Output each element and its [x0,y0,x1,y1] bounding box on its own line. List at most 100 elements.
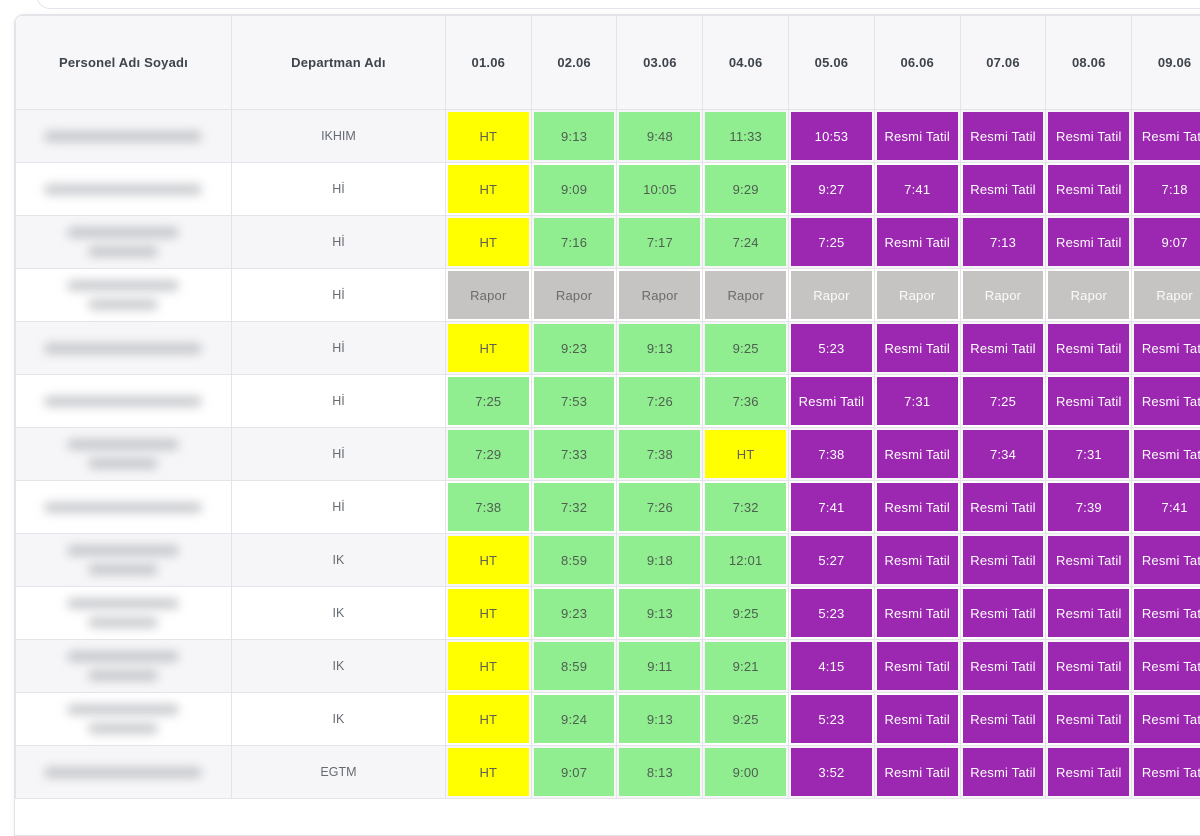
attendance-cell: Resmi Tatil [1132,587,1200,640]
department-cell: Hİ [231,269,445,322]
attendance-value: Rapor [963,271,1044,319]
attendance-value: 7:26 [619,377,700,425]
attendance-cell: 7:16 [531,216,617,269]
attendance-value: Resmi Tatil [963,642,1044,690]
redacted-name [16,131,231,142]
attendance-cell: 7:41 [789,481,875,534]
attendance-value: 7:31 [877,377,958,425]
attendance-cell: 9:24 [531,693,617,746]
attendance-value: 10:53 [791,112,872,160]
attendance-value: 7:18 [1134,165,1200,213]
attendance-value: 7:32 [534,483,615,531]
column-header-date: 08.06 [1046,16,1132,110]
personnel-name-cell [16,428,232,481]
attendance-cell: 7:33 [531,428,617,481]
attendance-cell: HT [445,587,531,640]
attendance-cell: Resmi Tatil [1046,587,1132,640]
attendance-value: Resmi Tatil [791,377,872,425]
personnel-name-cell [16,110,232,163]
attendance-cell: 7:41 [874,163,960,216]
attendance-value: 3:52 [791,748,872,796]
attendance-value: 7:29 [448,430,529,478]
attendance-cell: Rapor [1046,269,1132,322]
attendance-value: Resmi Tatil [963,324,1044,372]
attendance-value: Resmi Tatil [877,218,958,266]
attendance-cell: Resmi Tatil [1132,322,1200,375]
attendance-value: 9:25 [705,324,786,372]
attendance-value: Rapor [1048,271,1129,319]
attendance-cell: 7:17 [617,216,703,269]
attendance-cell: Resmi Tatil [1132,428,1200,481]
attendance-value: 4:15 [791,642,872,690]
attendance-value: 7:25 [448,377,529,425]
redacted-name [16,651,231,681]
attendance-cell: 7:53 [531,375,617,428]
attendance-cell: 7:36 [703,375,789,428]
attendance-cell: 9:09 [531,163,617,216]
attendance-cell: 7:25 [445,375,531,428]
attendance-cell: 7:26 [617,375,703,428]
department-cell: Hİ [231,322,445,375]
attendance-value: 9:00 [705,748,786,796]
attendance-cell: 8:59 [531,534,617,587]
attendance-cell: Resmi Tatil [960,481,1046,534]
attendance-cell: Resmi Tatil [1132,693,1200,746]
attendance-cell: Resmi Tatil [874,746,960,799]
attendance-value: 9:07 [1134,218,1200,266]
attendance-value: HT [448,642,529,690]
attendance-cell: Resmi Tatil [960,640,1046,693]
redacted-name-line [44,343,202,354]
attendance-value: 9:29 [705,165,786,213]
attendance-value: 7:32 [705,483,786,531]
attendance-cell: Resmi Tatil [874,640,960,693]
attendance-value: Rapor [705,271,786,319]
attendance-value: 9:13 [619,695,700,743]
attendance-value: 9:09 [534,165,615,213]
upper-panel-bottom-edge [36,0,1200,9]
attendance-value: Resmi Tatil [877,112,958,160]
attendance-value: 9:25 [705,695,786,743]
attendance-value: HT [448,589,529,637]
attendance-cell: Resmi Tatil [1046,216,1132,269]
attendance-value: 7:33 [534,430,615,478]
attendance-value: Resmi Tatil [1048,112,1129,160]
attendance-cell: Resmi Tatil [874,216,960,269]
attendance-cell: 9:13 [617,322,703,375]
redacted-name-line [88,723,158,734]
personnel-name-cell [16,693,232,746]
attendance-cell: 7:32 [703,481,789,534]
attendance-value: 5:23 [791,324,872,372]
attendance-value: 9:13 [534,112,615,160]
redacted-name-line [88,246,158,257]
attendance-value: Rapor [1134,271,1200,319]
redacted-name-line [44,502,202,513]
attendance-cell: 8:59 [531,640,617,693]
attendance-cell: Resmi Tatil [1132,375,1200,428]
attendance-cell: 7:18 [1132,163,1200,216]
attendance-value: Resmi Tatil [1048,218,1129,266]
attendance-cell: 9:11 [617,640,703,693]
attendance-cell: 12:01 [703,534,789,587]
attendance-cell: 9:29 [703,163,789,216]
attendance-value: HT [448,536,529,584]
attendance-value: 7:38 [448,483,529,531]
attendance-value: HT [448,112,529,160]
department-cell: Hİ [231,428,445,481]
attendance-cell: Rapor [789,269,875,322]
attendance-value: Rapor [448,271,529,319]
attendance-cell: 5:27 [789,534,875,587]
attendance-value: Resmi Tatil [1048,324,1129,372]
column-header-date: 02.06 [531,16,617,110]
attendance-value: Rapor [877,271,958,319]
attendance-cell: 7:24 [703,216,789,269]
attendance-cell: HT [445,163,531,216]
